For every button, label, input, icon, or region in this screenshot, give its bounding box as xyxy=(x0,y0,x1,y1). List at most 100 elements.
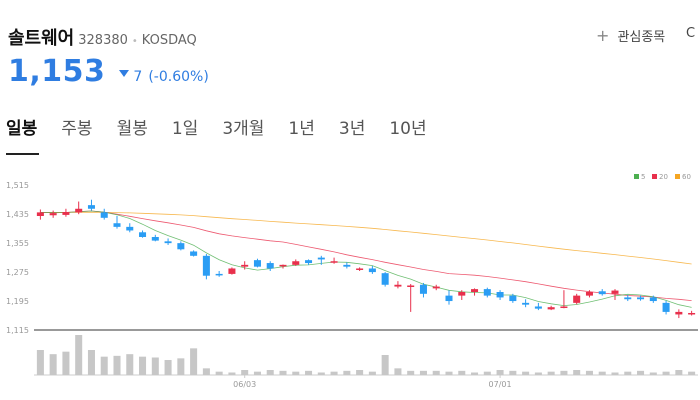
candle-body xyxy=(279,264,287,267)
candle-body xyxy=(483,289,491,296)
volume-bar xyxy=(292,371,300,375)
candle-body xyxy=(649,297,657,302)
volume-bar xyxy=(177,358,185,375)
candle-body xyxy=(100,212,108,218)
candle-body xyxy=(36,212,44,216)
down-arrow-icon xyxy=(119,70,130,77)
favorite-label: 관심종목 xyxy=(617,30,666,45)
volume-bar xyxy=(228,372,236,375)
volume-bar xyxy=(368,371,376,375)
candle-body xyxy=(675,311,683,315)
volume-bar xyxy=(279,370,287,375)
volume-bar xyxy=(637,370,645,375)
volume-bar xyxy=(241,370,249,375)
y-tick-label: 1,515 xyxy=(6,181,29,190)
volume-bar xyxy=(509,370,517,375)
y-tick-label: 1,115 xyxy=(6,326,29,335)
tab-1day[interactable]: 1일 xyxy=(171,119,199,139)
volume-bar xyxy=(445,371,453,375)
candle-body xyxy=(241,264,249,267)
tab-1year[interactable]: 1년 xyxy=(288,119,315,139)
volume-bar xyxy=(483,371,491,375)
candle-body xyxy=(215,273,223,276)
volume-bar xyxy=(573,370,581,375)
x-tick-label: 07/01 xyxy=(489,380,512,389)
volume-bar xyxy=(317,372,325,375)
volume-bar xyxy=(419,370,427,375)
separator-dot: • xyxy=(131,36,138,47)
tab-3months[interactable]: 3개월 xyxy=(222,119,265,139)
tab-3years[interactable]: 3년 xyxy=(338,119,366,139)
volume-bar xyxy=(381,355,389,375)
candle-body xyxy=(419,284,427,294)
y-tick-label: 1,275 xyxy=(6,268,29,277)
candle-body xyxy=(662,302,670,312)
ma60-line xyxy=(40,211,692,265)
volume-bar xyxy=(611,372,619,375)
plus-icon: + xyxy=(596,25,610,45)
candle-body xyxy=(75,208,83,213)
volume-bar xyxy=(522,371,530,375)
candle-body xyxy=(330,261,338,263)
tab-daily[interactable]: 일봉 xyxy=(6,119,38,139)
stock-chart[interactable]: 1,515 1,435 1,355 1,275 1,195 1,115 06/03 07/01… xyxy=(0,170,700,400)
legend-label: 60 xyxy=(682,173,691,181)
candle-body xyxy=(113,223,121,227)
candle-body xyxy=(292,261,300,265)
volume-bar xyxy=(534,372,542,375)
price-change: 7 xyxy=(133,69,143,85)
stock-header: 솔트웨어 328380 • KOSDAQ xyxy=(8,24,197,49)
tab-weekly[interactable]: 주봉 xyxy=(61,119,93,139)
volume-bar xyxy=(343,370,351,375)
candle-body xyxy=(305,260,313,264)
candle-body xyxy=(356,268,364,270)
candle-body xyxy=(87,205,95,209)
market-name: KOSDAQ xyxy=(141,33,197,48)
candle-body xyxy=(139,232,147,237)
add-favorite-button[interactable]: + 관심종목 xyxy=(596,26,665,45)
volume-bar xyxy=(202,368,210,375)
y-tick-label: 1,435 xyxy=(6,210,29,219)
candle-body xyxy=(637,297,645,300)
volume-bar xyxy=(151,357,159,375)
ma5-line xyxy=(40,210,692,308)
candle-body xyxy=(177,243,185,250)
volume-bar xyxy=(164,360,172,375)
candle-body xyxy=(164,241,172,244)
truncated-action[interactable]: C xyxy=(686,26,696,41)
active-tab-indicator xyxy=(6,153,39,155)
candle-body xyxy=(151,236,159,241)
candle-body xyxy=(266,263,274,269)
volume-bar xyxy=(330,371,338,375)
volume-bar xyxy=(649,372,657,375)
tab-10years[interactable]: 10년 xyxy=(389,119,427,139)
tab-monthly[interactable]: 월봉 xyxy=(116,119,148,139)
candle-body xyxy=(394,284,402,287)
candle-body xyxy=(560,306,568,308)
volume-bar xyxy=(215,371,223,375)
volume-bar xyxy=(688,371,696,375)
candle-body xyxy=(496,292,504,298)
candle-body xyxy=(445,295,453,302)
candle-body xyxy=(228,268,236,274)
price-row: 1,153 7 (-0.60%) xyxy=(8,54,209,89)
volume-bar xyxy=(87,350,95,375)
candle-body xyxy=(611,290,619,294)
volume-bar xyxy=(36,350,44,375)
volume-bar xyxy=(113,355,121,375)
candle-body xyxy=(126,226,134,231)
period-tabs: 일봉 주봉 월봉 1일 3개월 1년 3년 10년 xyxy=(6,114,451,139)
volume-bar xyxy=(432,370,440,375)
candle-body xyxy=(49,213,57,216)
volume-bar xyxy=(139,356,147,375)
legend-label: 5 xyxy=(641,173,645,181)
candle-body xyxy=(585,292,593,296)
volume-bar xyxy=(62,351,70,375)
stock-code: 328380 xyxy=(78,33,128,48)
candle-body xyxy=(688,312,696,315)
legend-swatch xyxy=(634,174,639,179)
x-tick-label: 06/03 xyxy=(233,380,256,389)
candle-body xyxy=(317,257,325,260)
volume-bar xyxy=(190,348,198,375)
volume-bar xyxy=(471,372,479,375)
